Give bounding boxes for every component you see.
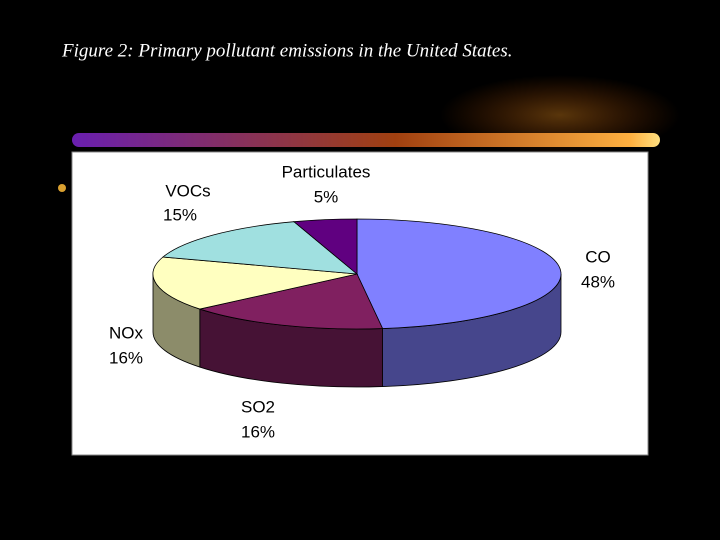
slice-label: CO (585, 247, 611, 266)
decor-bar (72, 133, 660, 147)
chart-title: Figure 2: Primary pollutant emissions in… (61, 40, 513, 61)
pie (152, 218, 562, 388)
slice-label: SO2 (241, 397, 275, 416)
slice-value-label: 15% (163, 205, 197, 224)
slice (152, 256, 358, 310)
slice (161, 221, 359, 275)
bullet (58, 184, 66, 192)
slice-label: Particulates (282, 162, 371, 181)
slice-value-label: 16% (109, 348, 143, 367)
slice (292, 218, 358, 275)
slice (356, 218, 562, 329)
slice (198, 273, 384, 330)
slice-value-label: 5% (314, 187, 339, 206)
slice-value-label: 16% (241, 422, 275, 441)
slice-value-label: 48% (581, 272, 615, 291)
slice-label: VOCs (165, 181, 210, 200)
slice-label: NOx (109, 323, 144, 342)
